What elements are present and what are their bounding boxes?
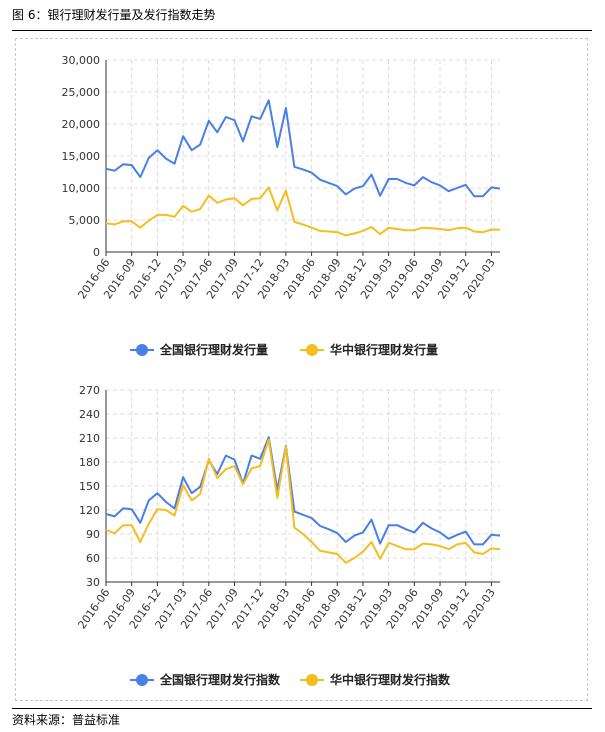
y-tick-label: 25,000: [62, 86, 101, 99]
series-line-central: [105, 438, 501, 564]
y-tick-label: 240: [79, 408, 100, 421]
y-tick-label: 5,000: [69, 214, 101, 227]
y-tick-label: 120: [79, 504, 100, 517]
series-line-national: [105, 436, 501, 546]
y-tick-label: 0: [93, 246, 100, 259]
y-tick-label: 60: [86, 552, 100, 565]
source-rule: [12, 708, 592, 709]
source-note: 资料来源：普益标准: [12, 713, 121, 727]
y-tick-label: 270: [79, 384, 100, 397]
legend-label: 华中银行理财发行量: [330, 342, 438, 357]
y-tick-label: 150: [79, 480, 100, 493]
legend-marker: [136, 674, 148, 686]
y-tick-label: 30,000: [62, 54, 101, 67]
chart-frame: [15, 38, 588, 701]
issuance-volume-chart: 05,00010,00015,00020,00025,00030,0002016…: [62, 54, 501, 357]
legend-marker: [306, 674, 318, 686]
y-tick-label: 90: [86, 528, 100, 541]
y-tick-label: 10,000: [62, 182, 101, 195]
figure-title: 图 6：银行理财发行量及发行指数走势: [12, 8, 216, 22]
y-tick-label: 20,000: [62, 118, 101, 131]
legend-label: 全国银行理财发行量: [159, 342, 268, 357]
y-tick-label: 180: [79, 456, 100, 469]
series-line-central: [105, 186, 500, 237]
y-tick-label: 15,000: [62, 150, 101, 163]
legend-label: 华中银行理财发行指数: [330, 672, 451, 687]
y-tick-label: 210: [79, 432, 100, 445]
y-tick-label: 30: [86, 576, 100, 589]
series-line-national: [105, 99, 501, 198]
issuance-index-chart: 3060901201501802102402702016-062016-0920…: [75, 384, 501, 687]
legend-marker: [306, 344, 318, 356]
legend-marker: [136, 344, 148, 356]
title-rule: [12, 30, 592, 31]
legend-label: 全国银行理财发行指数: [159, 672, 281, 687]
